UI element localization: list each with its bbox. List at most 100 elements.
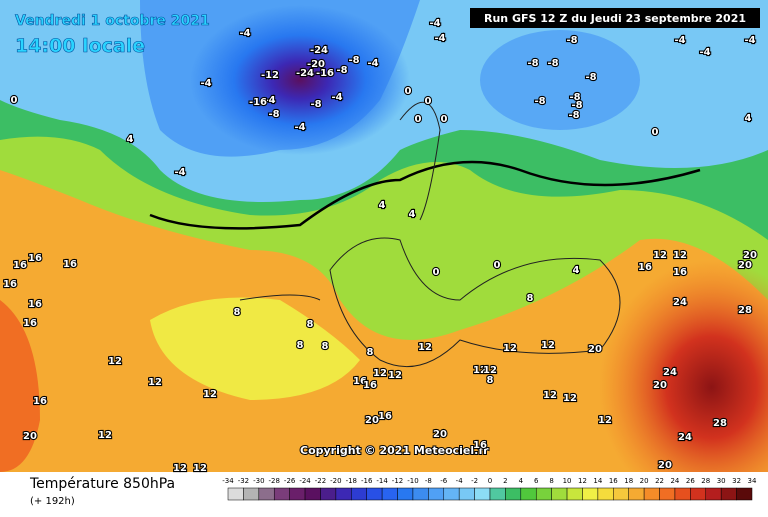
scale-tick-label: -32 [238, 477, 249, 485]
temp-label: -4 [294, 122, 305, 133]
temp-label: -4 [174, 167, 185, 178]
temp-label: 16 [638, 262, 652, 273]
temp-label: -8 [566, 35, 577, 46]
temp-label: 4 [745, 113, 752, 124]
temp-label: 20 [365, 415, 379, 426]
temp-label: 28 [738, 305, 752, 316]
scale-tick-label: 16 [609, 477, 618, 485]
cold-core-east [480, 30, 640, 130]
temp-label: 12 [503, 343, 517, 354]
scale-tick-label: -18 [346, 477, 357, 485]
scale-tick-label: 4 [519, 477, 524, 485]
scale-swatch [273, 487, 290, 501]
run-info: Run GFS 12 Z du Jeudi 23 septembre 2021 [484, 12, 746, 25]
scale-swatch [613, 487, 629, 501]
scale-tick-label: -22 [315, 477, 326, 485]
scale-swatch [566, 487, 583, 501]
temp-label: 16 [28, 253, 42, 264]
scale-swatch [535, 487, 552, 501]
temp-label: 20 [588, 344, 602, 355]
scale-swatch [258, 487, 275, 501]
scale-swatch [428, 487, 445, 501]
temp-label: -4 [200, 78, 211, 89]
temp-label: 0 [441, 114, 448, 125]
scale-tick-label: 12 [578, 477, 587, 485]
scale-swatch [351, 487, 367, 501]
scale-tick-label: -10 [407, 477, 418, 485]
scale-tick-label: 24 [670, 477, 679, 485]
temp-label: 12 [148, 377, 162, 388]
temp-label: 16 [33, 396, 47, 407]
scale-swatch [366, 487, 383, 501]
scale-swatch [381, 487, 398, 501]
temp-label: 24 [678, 432, 692, 443]
temp-label: 16 [473, 440, 487, 451]
forecast-date: Vendredi 1 octobre 2021 [15, 13, 210, 29]
temp-label: 16 [673, 267, 687, 278]
temp-label: -4 [239, 28, 250, 39]
scale-swatch [474, 487, 491, 501]
scale-tick-label: 0 [488, 477, 492, 485]
scale-swatch [335, 487, 352, 501]
scale-swatch [243, 487, 260, 501]
temp-label: -24 [310, 45, 328, 56]
zone-hot-east [580, 260, 768, 472]
temp-label: 12 [563, 393, 577, 404]
scale-tick-label: -6 [440, 477, 448, 485]
scale-tick-label: 28 [701, 477, 710, 485]
temp-label: 20 [738, 260, 752, 271]
scale-tick-label: 30 [717, 477, 726, 485]
temp-label: 16 [63, 259, 77, 270]
scale-swatch [720, 487, 737, 501]
isotherm-zero [149, 160, 701, 230]
temp-label: -16 [316, 68, 334, 79]
temp-label: 8 [297, 340, 304, 351]
temp-label: -8 [534, 96, 545, 107]
temp-label: -8 [268, 109, 279, 120]
scale-swatch [443, 487, 460, 501]
temp-label: -4 [367, 58, 378, 69]
scale-tick-label: -12 [392, 477, 403, 485]
temp-label: -8 [569, 92, 580, 103]
scale-swatch [628, 487, 645, 501]
temp-label: 20 [658, 460, 672, 471]
temp-label: 4 [573, 265, 580, 276]
temp-label: 12 [98, 430, 112, 441]
temp-label: 16 [13, 260, 27, 271]
temp-label: 0 [652, 127, 659, 138]
temp-label: 4 [379, 200, 386, 211]
scale-tick-label: 20 [640, 477, 649, 485]
scale-tick-label: 34 [748, 477, 757, 485]
temp-label: -4 [264, 95, 275, 106]
temp-label: 12 [473, 365, 487, 376]
scale-swatch [320, 487, 337, 501]
scale-swatch [690, 487, 707, 501]
scale-swatch [304, 487, 321, 501]
temp-label: 16 [23, 318, 37, 329]
footer-subtitle: (+ 192h) [30, 496, 75, 507]
temp-label: 8 [307, 319, 314, 330]
temp-label: 16 [28, 299, 42, 310]
scale-tick-label: 22 [655, 477, 664, 485]
scale-swatch [412, 487, 429, 501]
scale-tick-label: 32 [732, 477, 741, 485]
scale-tick-label: 26 [686, 477, 695, 485]
scale-tick-label: -34 [222, 477, 234, 485]
temp-label: -8 [336, 65, 347, 76]
scale-tick-label: -2 [471, 477, 478, 485]
temp-label: 4 [127, 134, 134, 145]
temp-label: 24 [663, 367, 677, 378]
scale-swatch [643, 487, 660, 501]
temp-label: -4 [331, 92, 342, 103]
temp-label: -4 [699, 47, 710, 58]
scale-swatch [520, 487, 537, 501]
temp-label: -24 [296, 68, 314, 79]
temp-label: -8 [571, 100, 582, 111]
temp-label: 12 [173, 463, 187, 474]
scale-tick-label: 8 [549, 477, 553, 485]
footer-title: Température 850hPa [29, 476, 175, 492]
temp-label: 8 [487, 375, 494, 386]
scale-swatch [505, 487, 522, 501]
temp-label: 12 [193, 463, 207, 474]
temp-label: -4 [429, 18, 440, 29]
